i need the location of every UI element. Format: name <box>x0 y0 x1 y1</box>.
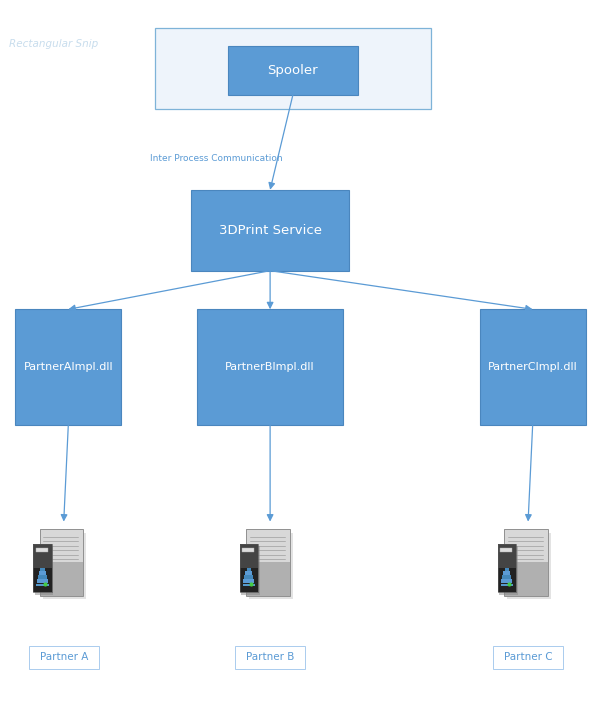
FancyBboxPatch shape <box>243 584 255 586</box>
FancyBboxPatch shape <box>249 533 293 599</box>
FancyBboxPatch shape <box>33 569 52 593</box>
FancyBboxPatch shape <box>191 190 349 271</box>
Text: Partner A: Partner A <box>39 652 88 662</box>
FancyBboxPatch shape <box>480 309 586 425</box>
FancyBboxPatch shape <box>504 529 548 562</box>
FancyBboxPatch shape <box>236 645 305 669</box>
FancyBboxPatch shape <box>37 579 48 583</box>
Text: Rectangular Snip: Rectangular Snip <box>9 39 98 49</box>
Text: Spooler: Spooler <box>268 64 318 77</box>
Text: PartnerAImpl.dll: PartnerAImpl.dll <box>24 362 113 373</box>
FancyBboxPatch shape <box>242 546 260 595</box>
FancyBboxPatch shape <box>35 546 53 595</box>
FancyBboxPatch shape <box>504 567 509 571</box>
FancyBboxPatch shape <box>498 569 516 593</box>
FancyBboxPatch shape <box>36 548 48 552</box>
FancyBboxPatch shape <box>501 579 512 583</box>
Text: PartnerCImpl.dll: PartnerCImpl.dll <box>488 362 577 373</box>
FancyBboxPatch shape <box>42 533 86 599</box>
FancyBboxPatch shape <box>507 533 551 599</box>
FancyBboxPatch shape <box>503 575 511 579</box>
FancyBboxPatch shape <box>245 575 253 579</box>
FancyBboxPatch shape <box>36 584 49 586</box>
Text: Partner C: Partner C <box>504 652 552 662</box>
FancyBboxPatch shape <box>500 546 518 595</box>
FancyBboxPatch shape <box>242 548 254 552</box>
Text: 3DPrint Service: 3DPrint Service <box>219 224 322 237</box>
FancyBboxPatch shape <box>38 575 47 579</box>
FancyBboxPatch shape <box>498 544 516 569</box>
FancyBboxPatch shape <box>246 562 290 595</box>
FancyBboxPatch shape <box>245 572 252 575</box>
FancyBboxPatch shape <box>29 645 98 669</box>
FancyBboxPatch shape <box>15 309 121 425</box>
FancyBboxPatch shape <box>40 567 45 571</box>
FancyBboxPatch shape <box>246 529 290 562</box>
FancyBboxPatch shape <box>240 569 258 593</box>
FancyBboxPatch shape <box>39 572 46 575</box>
Text: PartnerBImpl.dll: PartnerBImpl.dll <box>225 362 315 373</box>
FancyBboxPatch shape <box>500 548 512 552</box>
FancyBboxPatch shape <box>240 544 258 569</box>
FancyBboxPatch shape <box>501 584 513 586</box>
FancyBboxPatch shape <box>197 309 343 425</box>
FancyBboxPatch shape <box>33 544 52 569</box>
FancyBboxPatch shape <box>39 562 83 595</box>
FancyBboxPatch shape <box>504 562 548 595</box>
Text: Partner B: Partner B <box>246 652 294 662</box>
FancyBboxPatch shape <box>246 567 251 571</box>
FancyBboxPatch shape <box>243 579 254 583</box>
FancyBboxPatch shape <box>155 28 431 109</box>
FancyBboxPatch shape <box>228 46 358 95</box>
FancyBboxPatch shape <box>493 645 563 669</box>
FancyBboxPatch shape <box>39 529 83 562</box>
Text: Inter Process Communication: Inter Process Communication <box>150 154 282 162</box>
FancyBboxPatch shape <box>503 572 510 575</box>
